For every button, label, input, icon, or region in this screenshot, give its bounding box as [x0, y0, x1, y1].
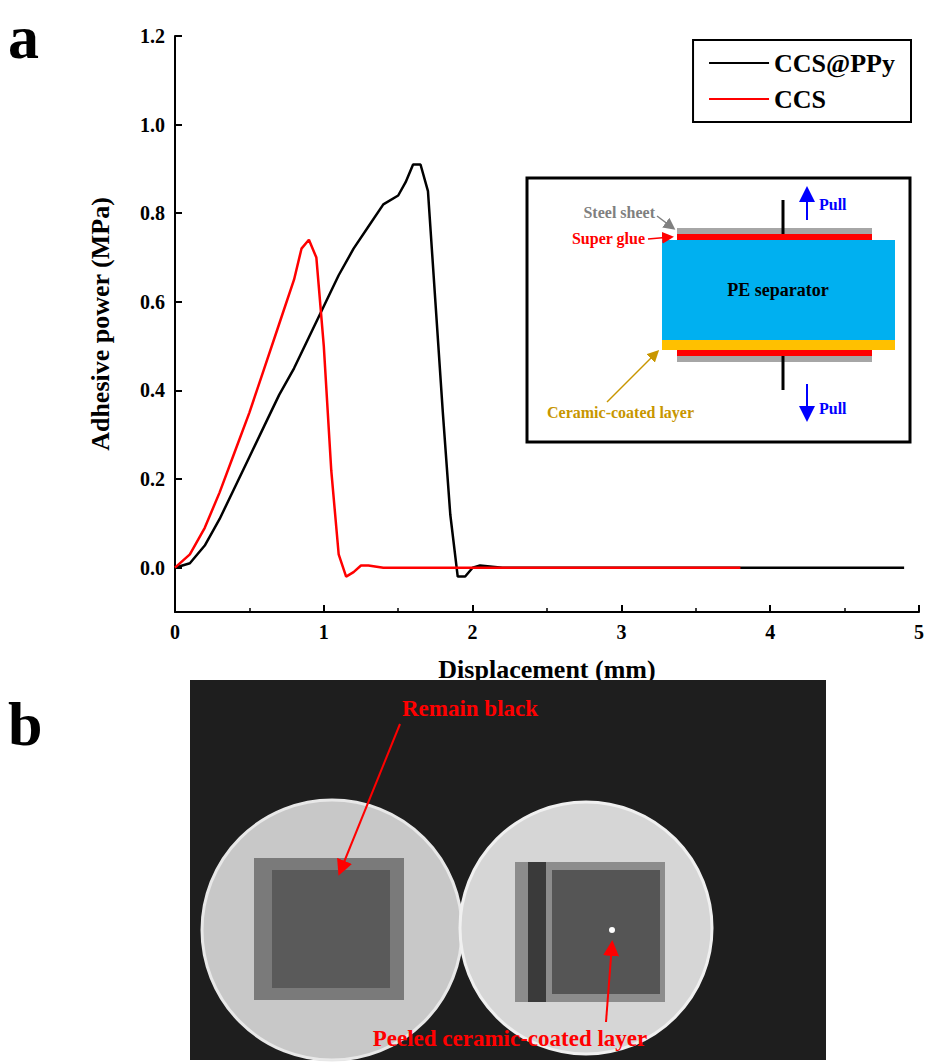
svg-text:Peeled ceramic-coated layer: Peeled ceramic-coated layer [373, 1026, 648, 1051]
svg-text:0.6: 0.6 [140, 291, 165, 313]
svg-text:Ceramic-coated layer: Ceramic-coated layer [547, 404, 694, 422]
svg-text:0.4: 0.4 [140, 379, 165, 401]
svg-text:Pull: Pull [819, 400, 847, 417]
svg-text:3: 3 [616, 621, 626, 643]
svg-text:CCS@PPy: CCS@PPy [774, 49, 895, 78]
svg-text:1.0: 1.0 [140, 114, 165, 136]
svg-text:4: 4 [765, 621, 775, 643]
svg-text:1: 1 [319, 621, 329, 643]
svg-text:Super glue: Super glue [572, 230, 645, 248]
svg-text:Remain black: Remain black [402, 696, 538, 721]
svg-text:1.2: 1.2 [140, 25, 165, 47]
svg-text:Pull: Pull [819, 196, 847, 213]
svg-text:CCS: CCS [774, 85, 826, 114]
svg-text:Displacement (mm): Displacement (mm) [438, 655, 655, 684]
svg-text:0: 0 [170, 621, 180, 643]
svg-text:0.8: 0.8 [140, 202, 165, 224]
svg-text:a: a [8, 3, 39, 71]
svg-text:2: 2 [468, 621, 478, 643]
svg-text:Adhesive power (MPa): Adhesive power (MPa) [86, 197, 115, 451]
svg-text:Steel sheet: Steel sheet [583, 204, 655, 221]
svg-text:0.0: 0.0 [140, 557, 165, 579]
svg-text:b: b [8, 690, 42, 758]
svg-text:5: 5 [914, 621, 924, 643]
svg-text:0.2: 0.2 [140, 468, 165, 490]
svg-text:PE separator: PE separator [727, 280, 828, 300]
